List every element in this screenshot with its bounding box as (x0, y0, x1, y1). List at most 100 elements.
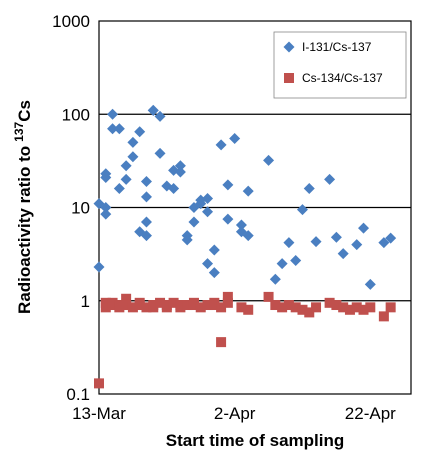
data-point-i131 (242, 185, 254, 197)
data-point-cs134 (344, 304, 355, 315)
data-point-cs134 (351, 302, 362, 313)
data-point-cs134 (168, 297, 179, 308)
data-point-i131 (174, 166, 186, 178)
data-point-i131 (93, 261, 105, 273)
data-point-cs134 (290, 302, 301, 313)
data-point-i131 (147, 104, 159, 116)
data-point-i131 (310, 236, 322, 248)
data-point-i131 (100, 202, 112, 213)
data-point-cs134 (94, 378, 104, 389)
data-point-i131 (154, 147, 166, 159)
data-point-i131 (330, 231, 342, 243)
data-point-i131 (113, 123, 125, 135)
data-point-cs134 (216, 337, 227, 348)
legend-label-i131: I-131/Cs-137 (302, 40, 372, 54)
data-point-cs134 (100, 302, 111, 313)
data-point-i131 (127, 136, 139, 148)
data-point-cs134 (134, 300, 145, 311)
data-point-i131 (358, 222, 370, 234)
data-point-cs134 (161, 302, 172, 313)
data-point-cs134 (148, 302, 159, 313)
data-point-i131 (229, 132, 241, 144)
y-tick-label: 10 (71, 199, 90, 218)
data-point-i131 (303, 182, 315, 194)
data-point-cs134 (121, 293, 132, 304)
data-point-i131 (174, 160, 186, 172)
data-point-i131 (113, 182, 125, 194)
data-point-i131 (100, 168, 112, 180)
data-point-cs134 (270, 300, 281, 311)
data-point-i131 (222, 213, 234, 225)
y-tick-label: 1 (81, 292, 90, 311)
y-tick-label: 0.1 (66, 385, 90, 404)
legend-label-cs134: Cs-134/Cs-137 (302, 71, 383, 85)
data-point-cs134 (236, 302, 247, 313)
data-point-cs134 (385, 302, 396, 313)
data-point-cs134 (127, 302, 138, 313)
data-point-cs134 (175, 302, 186, 313)
data-point-i131 (120, 173, 132, 185)
data-point-i131 (140, 176, 152, 188)
data-point-i131 (276, 258, 288, 270)
data-point-i131 (127, 151, 139, 163)
data-point-i131 (283, 237, 295, 249)
x-tick-label: 22-Apr (345, 404, 396, 423)
data-point-cs134 (107, 297, 118, 308)
data-point-i131 (202, 192, 214, 204)
data-point-i131 (378, 237, 390, 249)
data-point-cs134 (222, 297, 233, 308)
data-point-i131 (364, 278, 376, 290)
data-point-i131 (208, 267, 220, 279)
legend: I-131/Cs-137 Cs-134/Cs-137 (273, 31, 407, 99)
legend-item-cs134: Cs-134/Cs-137 (284, 71, 383, 85)
data-point-i131 (337, 248, 349, 260)
y-axis-title-main: Radioactivity ratio to (15, 146, 34, 314)
data-point-cs134 (155, 297, 166, 308)
y-axis-tick-labels: 0.1 1 10 100 1000 (52, 12, 90, 404)
x-tick-label: 13-Mar (72, 404, 126, 423)
data-point-cs134 (297, 304, 308, 315)
data-point-i131 (385, 232, 397, 244)
data-point-cs134 (243, 304, 254, 315)
data-point-i131 (202, 258, 214, 270)
legend-marker-diamond (283, 41, 295, 53)
data-point-i131 (235, 219, 247, 231)
data-point-i131 (154, 110, 166, 122)
data-point-i131 (208, 244, 220, 256)
y-axis-title-suffix: Cs (15, 100, 34, 122)
data-point-i131 (263, 154, 275, 166)
data-point-i131 (351, 239, 363, 251)
data-point-i131 (222, 179, 234, 191)
data-point-cs134 (216, 302, 227, 313)
y-tick-label: 100 (62, 105, 90, 124)
data-point-i131 (140, 230, 152, 242)
data-point-cs134 (222, 291, 233, 302)
data-point-i131 (269, 273, 281, 285)
data-point-i131 (290, 255, 302, 267)
data-point-i131 (134, 126, 146, 138)
data-point-cs134 (263, 291, 274, 302)
data-point-i131 (107, 108, 119, 120)
x-axis-tick-labels: 13-Mar 2-Apr 22-Apr (72, 404, 396, 423)
data-point-cs134 (209, 300, 220, 311)
data-point-cs134 (378, 311, 389, 322)
data-point-cs134 (324, 297, 335, 308)
data-point-cs134 (141, 302, 152, 313)
data-point-cs134 (195, 302, 206, 313)
data-point-i131 (120, 160, 132, 172)
data-point-cs134 (304, 307, 315, 318)
y-tick-label: 1000 (52, 12, 90, 31)
legend-marker-square (284, 73, 294, 83)
data-point-i131 (168, 182, 180, 194)
data-markers (93, 104, 397, 389)
x-axis-title: Start time of sampling (166, 431, 345, 450)
data-point-i131 (181, 230, 193, 242)
data-point-i131 (215, 139, 227, 151)
data-point-i131 (296, 204, 308, 216)
gridlines (99, 113, 411, 302)
data-point-cs134 (121, 300, 132, 311)
data-point-cs134 (365, 302, 376, 313)
data-point-i131 (140, 191, 152, 203)
legend-box (273, 31, 407, 99)
